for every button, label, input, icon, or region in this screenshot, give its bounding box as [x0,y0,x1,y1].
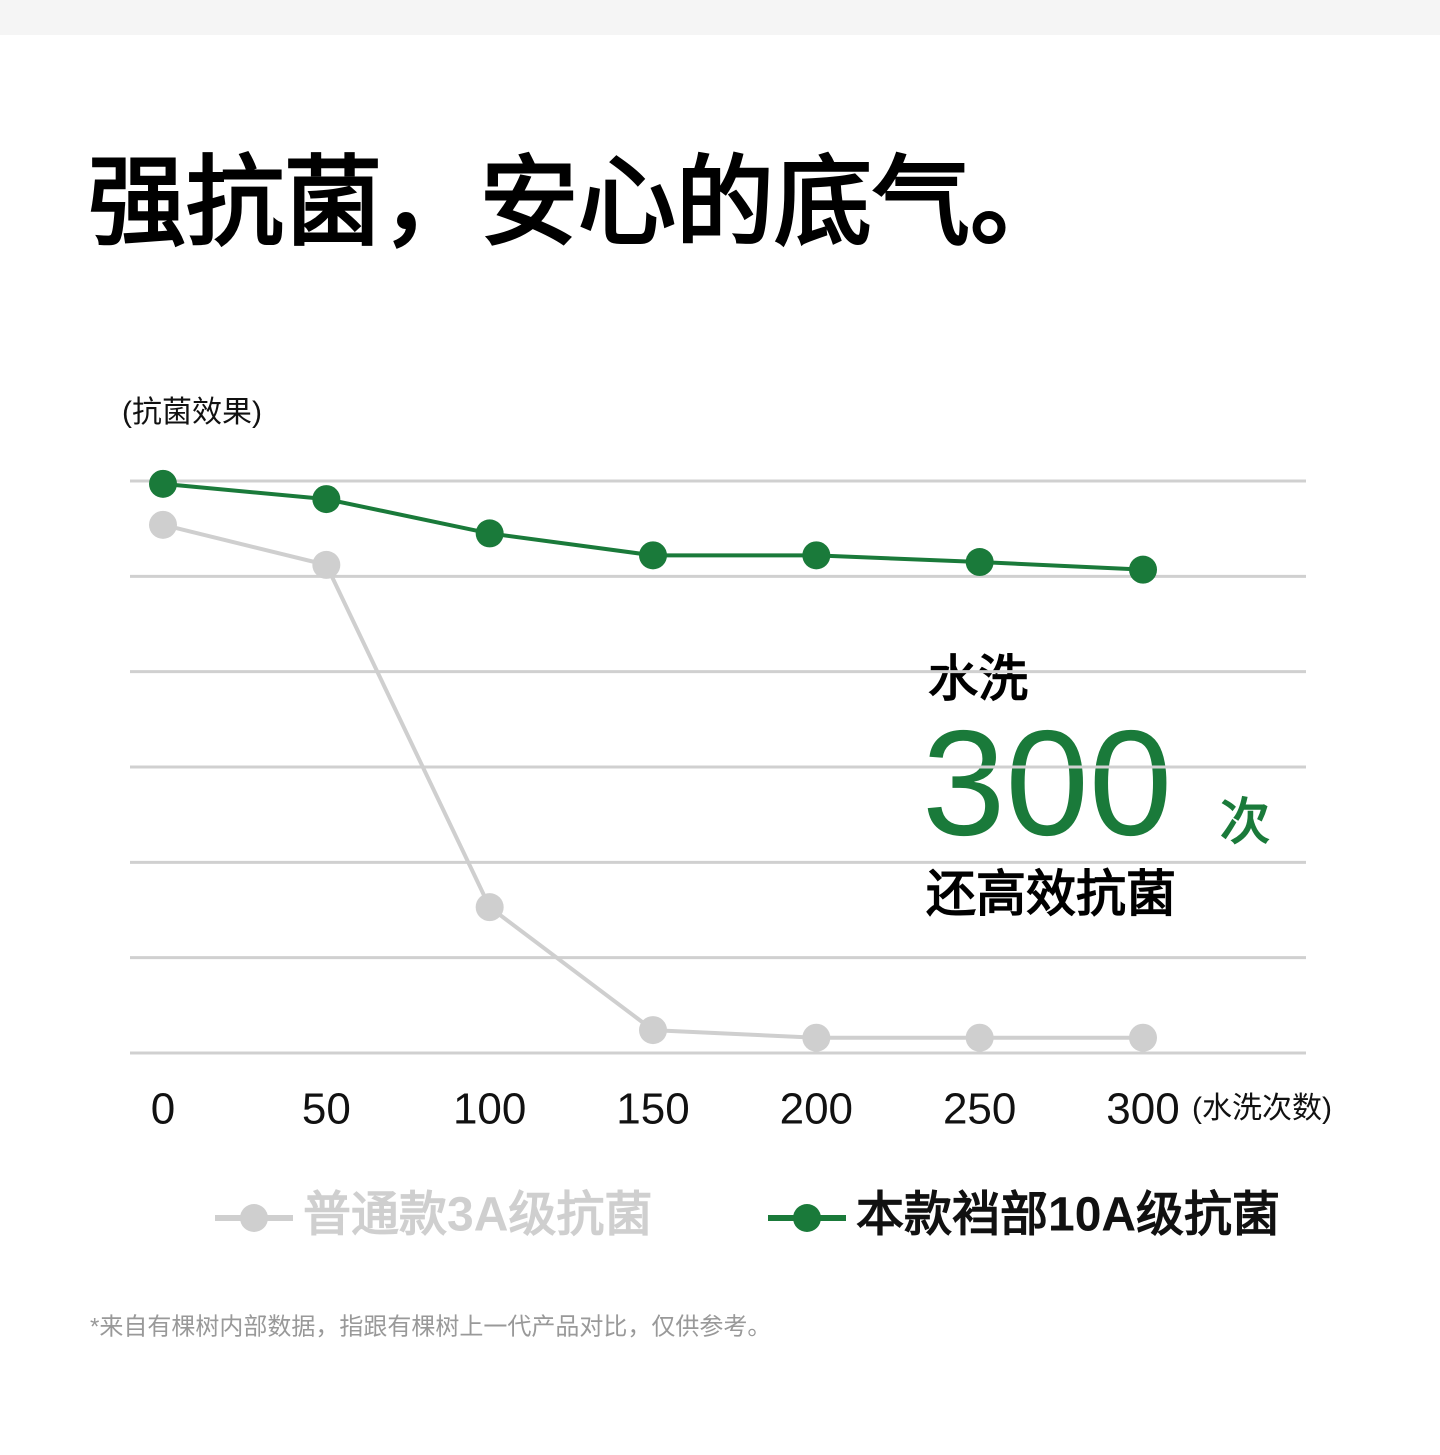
legend-label: 本款裆部10A级抗菌 [856,1189,1280,1242]
annotation: 水洗 [928,651,1028,707]
point [149,469,177,498]
point [475,519,504,548]
point [1129,555,1157,584]
footnote: *来自有棵树内部数据，指跟有棵树上一代产品对比，仅供参考。 [90,1313,771,1340]
y-axis-label: (抗菌效果) [122,396,262,429]
point [965,1023,994,1052]
legend-marker [240,1204,268,1232]
point [312,550,341,579]
x-tick-label: 100 [453,1085,526,1134]
chart-title: 强抗菌，安心的底气。 [88,147,1068,257]
annotation: 还高效抗菌 [926,866,1176,922]
annotation-number: 300 [922,699,1172,867]
point [639,541,667,570]
point [475,893,504,922]
legend-marker [793,1204,821,1232]
point [1129,1023,1157,1052]
point [639,1016,667,1045]
top-band [0,0,1440,35]
x-tick-label: 150 [616,1085,689,1134]
point [802,541,831,570]
x-tick-label: 50 [302,1085,351,1134]
point [965,548,994,577]
point [149,510,177,539]
x-tick-label: 250 [943,1085,1016,1134]
legend-label: 普通款3A级抗菌 [303,1189,652,1242]
x-tick-label: 300 [1106,1085,1179,1134]
point [802,1023,831,1052]
x-tick-label: 0 [151,1085,175,1134]
x-tick-label: 200 [780,1085,853,1134]
x-axis-label: (水洗次数) [1192,1092,1332,1125]
point [312,485,341,514]
annotation-unit: 次 [1220,794,1270,850]
